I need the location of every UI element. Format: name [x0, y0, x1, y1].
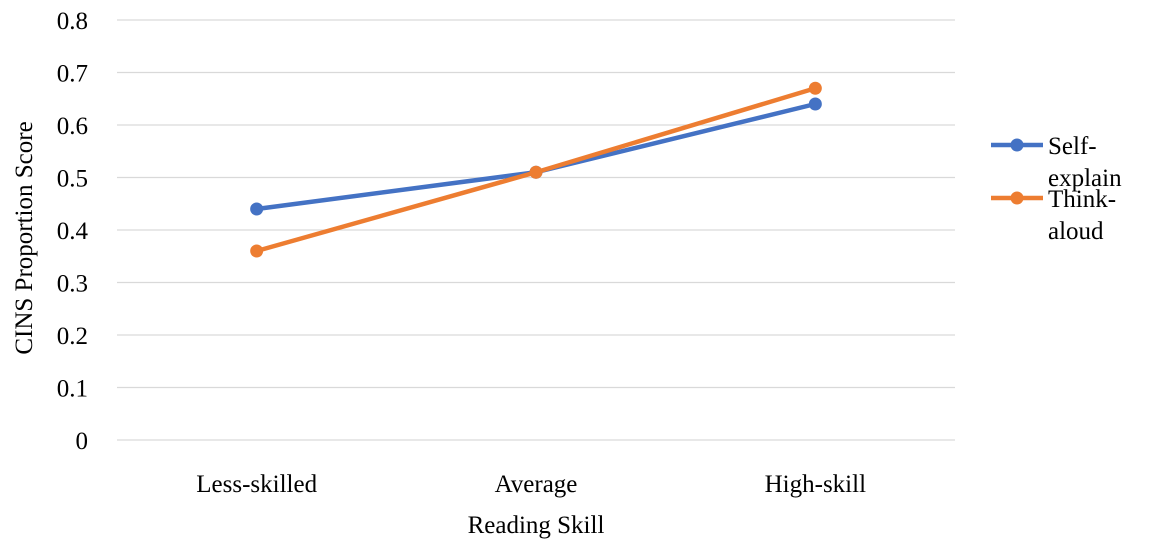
x-tick-label: High-skill [765, 471, 866, 498]
series-line [254, 101, 818, 212]
data-point [808, 97, 822, 111]
legend-label: explain [1048, 165, 1122, 192]
data-point [808, 81, 822, 95]
y-axis-ticks: 0 0.1 0.2 0.3 0.4 0.5 0.6 0.7 0.8 [57, 8, 89, 455]
y-tick-label: 0.4 [57, 218, 89, 245]
legend-label: Think- [1048, 186, 1116, 213]
legend-label: Self- [1048, 133, 1097, 160]
data-point [250, 244, 264, 258]
y-tick-label: 0.5 [57, 166, 88, 193]
y-tick-label: 0.3 [57, 271, 88, 298]
x-axis-title: Reading Skill [468, 512, 605, 539]
x-tick-label: Less-skilled [196, 471, 317, 498]
legend-marker [1010, 138, 1024, 152]
data-point [529, 165, 543, 179]
x-tick-label: Average [495, 471, 578, 498]
y-tick-label: 0.7 [57, 61, 88, 88]
series-lines [250, 81, 822, 258]
legend-label: aloud [1048, 218, 1104, 245]
gridlines [117, 19, 955, 441]
x-axis-ticks: Less-skilled Average High-skill [196, 471, 866, 498]
y-tick-label: 0 [76, 428, 89, 455]
y-tick-label: 0.6 [57, 113, 88, 140]
legend-marker [1010, 191, 1024, 205]
y-tick-label: 0.2 [57, 323, 88, 350]
y-tick-label: 0.1 [57, 376, 88, 403]
y-axis-title: CINS Proportion Score [11, 121, 38, 354]
y-tick-label: 0.8 [57, 8, 88, 35]
data-point [250, 202, 264, 216]
